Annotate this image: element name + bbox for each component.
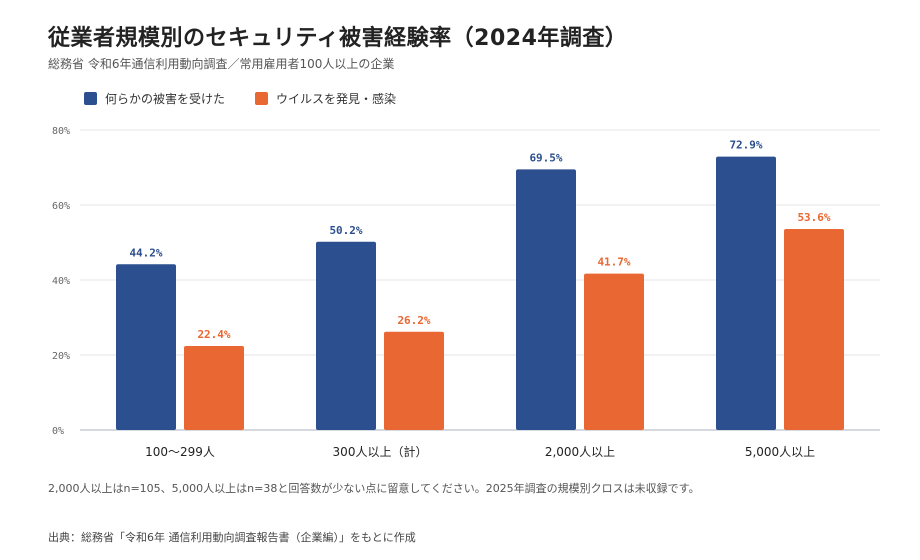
legend-swatch-virus [255, 92, 269, 105]
data-label-damage: 44.2% [129, 246, 162, 259]
bar-damage [116, 264, 176, 430]
legend: 何らかの被害を受けた ウイルスを発見・感染 [84, 90, 426, 107]
y-tick-label: 20% [52, 351, 70, 362]
x-category-label: 2,000人以上 [545, 445, 615, 459]
data-label-damage: 72.9% [729, 139, 762, 152]
legend-item-damage: 何らかの被害を受けた [84, 90, 225, 107]
bar-virus [384, 331, 444, 430]
bar-virus [184, 346, 244, 430]
bar-virus [584, 273, 644, 430]
legend-label-virus: ウイルスを発見・感染 [276, 92, 397, 106]
legend-item-virus: ウイルスを発見・感染 [255, 90, 396, 107]
x-category-label: 5,000人以上 [745, 445, 815, 459]
bar-virus [784, 229, 844, 430]
bar-damage [516, 169, 576, 430]
data-label-virus: 22.4% [197, 328, 230, 341]
chart-title: 従業者規模別のセキュリティ被害経験率（2024年調査） [48, 26, 628, 51]
y-tick-label: 80% [52, 126, 70, 137]
legend-label-damage: 何らかの被害を受けた [105, 92, 226, 106]
data-label-virus: 26.2% [397, 314, 430, 327]
x-category-label: 300人以上（計） [333, 444, 428, 459]
data-label-damage: 69.5% [529, 151, 562, 164]
data-label-virus: 41.7% [597, 256, 630, 269]
x-category-label: 100〜299人 [145, 445, 215, 459]
data-label-virus: 53.6% [797, 211, 830, 224]
y-tick-label: 0% [52, 426, 64, 437]
source-note: 出典：総務省「令和6年 通信利用動向調査報告書（企業編）」をもとに作成 [48, 531, 416, 544]
chart-subtitle: 総務省 令和6年通信利用動向調査／常用雇用者100人以上の企業 [48, 57, 395, 71]
y-tick-label: 60% [52, 201, 70, 212]
footnote: 2,000人以上はn=105、5,000人以上はn=38と回答数が少ない点に留意… [48, 482, 700, 495]
data-label-damage: 50.2% [329, 224, 362, 237]
bar-damage [316, 241, 376, 430]
legend-swatch-damage [84, 92, 97, 105]
y-tick-label: 40% [52, 276, 70, 287]
bar-damage [716, 156, 776, 430]
